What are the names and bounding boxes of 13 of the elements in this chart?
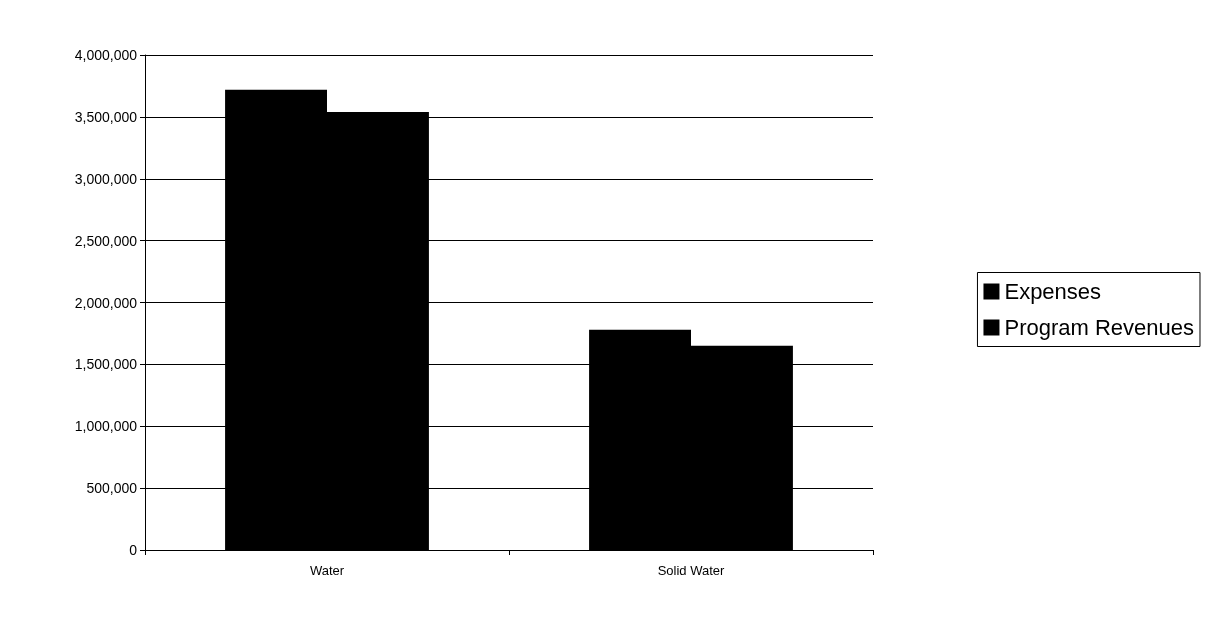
x-tick-label: Solid Water xyxy=(657,563,726,578)
y-tick-label: 2,500,000 xyxy=(74,232,138,249)
legend-label: Expenses xyxy=(1004,279,1102,304)
x-tick-label: Water xyxy=(309,563,345,578)
y-tick-label: 1,500,000 xyxy=(74,356,138,373)
y-tick-label: 500,000 xyxy=(86,480,138,497)
legend-label: Program Revenues xyxy=(1004,315,1195,340)
y-tick-label: 4,000,000 xyxy=(74,47,138,63)
y-tick-label: 3,000,000 xyxy=(74,170,138,187)
y-tick-label: 1,000,000 xyxy=(74,418,138,435)
y-tick-label: 2,000,000 xyxy=(74,294,138,311)
y-tick-label: 3,500,000 xyxy=(74,108,138,125)
y-tick-label: 0 xyxy=(129,542,138,558)
